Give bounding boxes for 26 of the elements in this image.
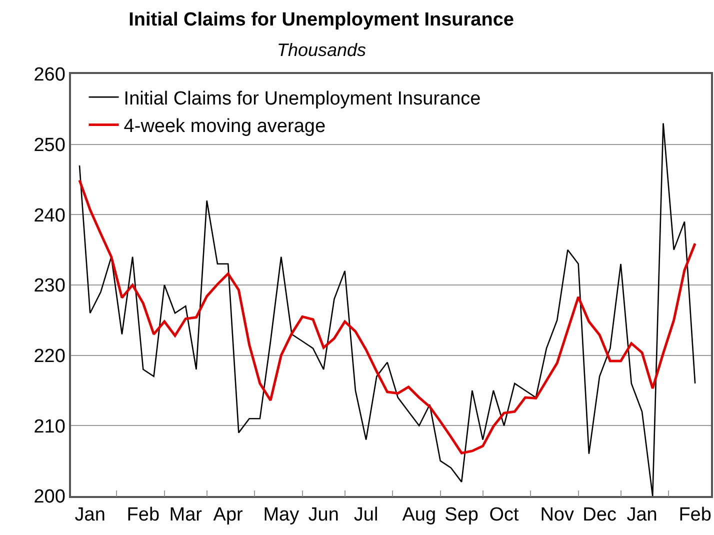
line-series <box>78 178 696 454</box>
y-tick-label: 210 <box>34 416 66 438</box>
y-tick-label: 200 <box>34 486 66 508</box>
x-tick-label: May <box>263 504 300 526</box>
x-tick-label: Aug <box>402 504 436 526</box>
x-tick-label: Sep <box>444 504 478 526</box>
x-tick-label: Nov <box>540 504 574 526</box>
y-tick-label: 240 <box>34 205 66 226</box>
legend-label: Initial Claims for Unemployment Insurance <box>124 88 481 110</box>
x-tick-label: Jul <box>354 504 378 526</box>
x-tick-label: Mar <box>169 504 203 526</box>
x-tick-label: Feb <box>678 504 712 526</box>
y-tick-label: 220 <box>34 346 66 367</box>
x-tick-label: Jun <box>308 504 339 526</box>
x-tick-label: Jan <box>74 504 106 526</box>
y-tick-label: 250 <box>34 134 66 156</box>
chart-title: Initial Claims for Unemployment Insurance <box>128 9 514 30</box>
legend-label: 4-week moving average <box>124 116 326 138</box>
x-tick-label: Apr <box>213 504 244 526</box>
chart-subtitle: Thousands <box>277 40 366 60</box>
y-tick-label: 230 <box>34 276 66 297</box>
x-tick-label: Jan <box>626 504 658 526</box>
x-tick-label: Feb <box>126 504 160 526</box>
x-tick-label: Oct <box>489 504 520 526</box>
y-tick-label: 260 <box>34 64 66 86</box>
x-tick-label: Dec <box>582 504 616 526</box>
